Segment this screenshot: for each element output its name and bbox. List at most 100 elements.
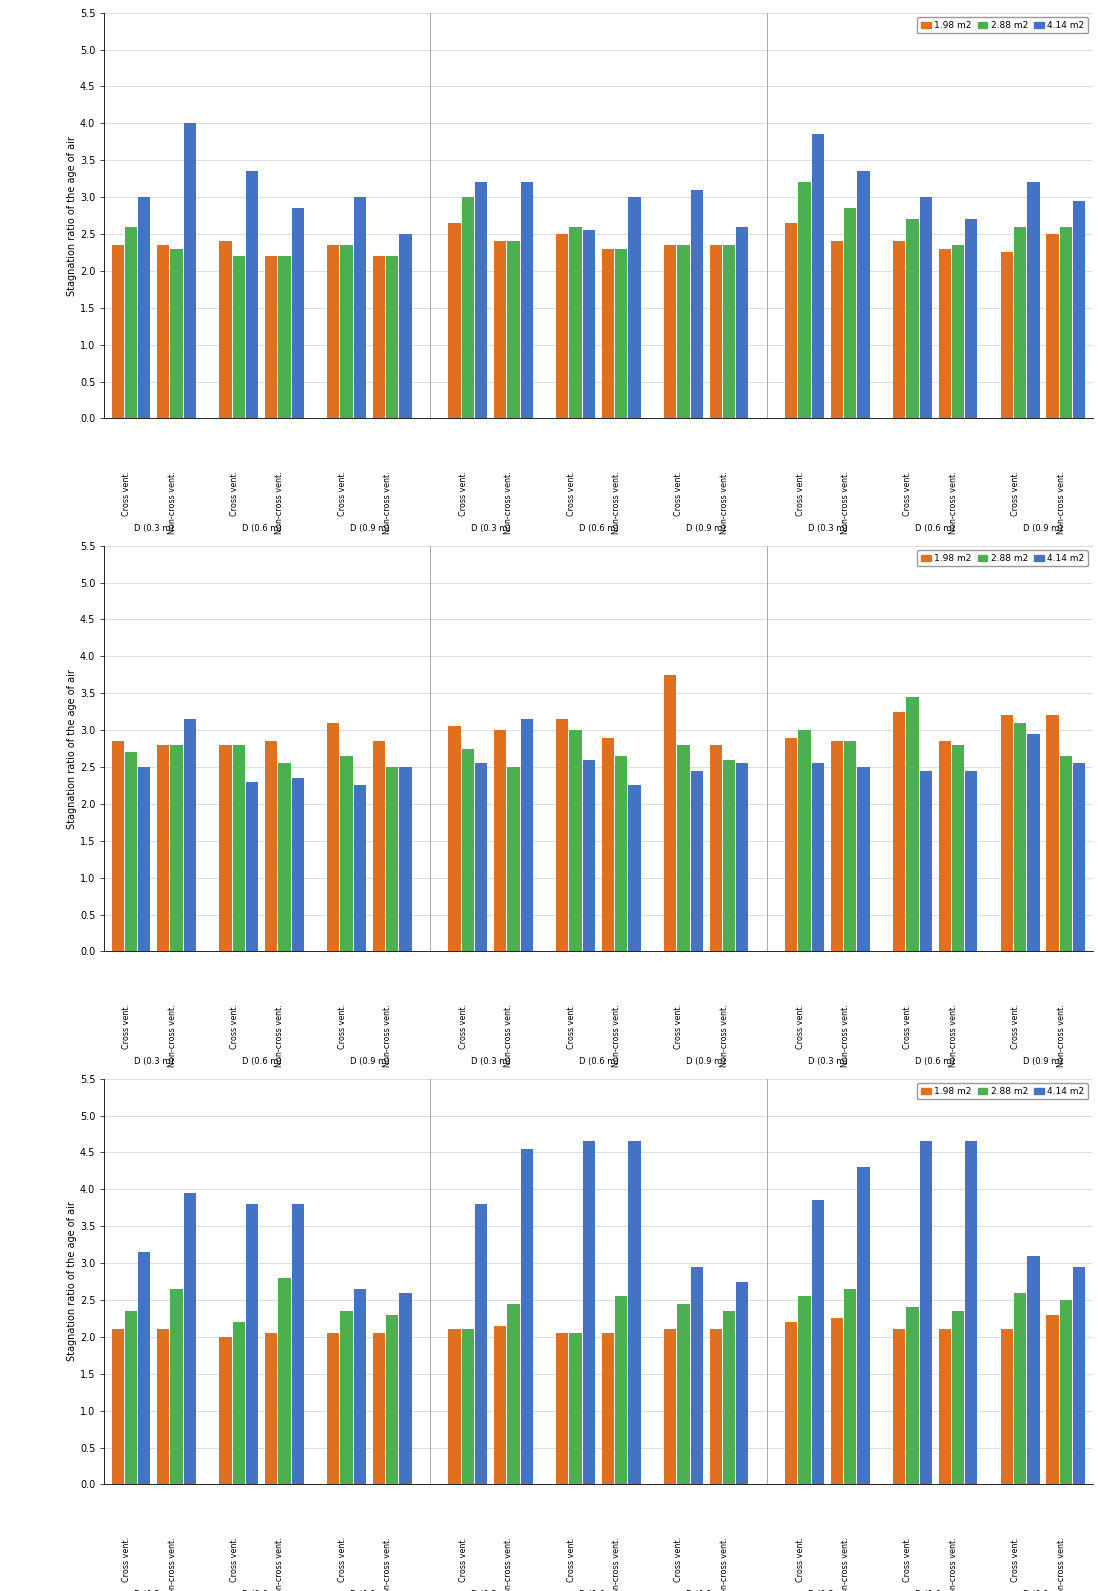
Bar [811,134,825,418]
Bar [1015,1292,1027,1484]
Y-axis label: Stagnation ratio of the age of air: Stagnation ratio of the age of air [67,1201,77,1362]
Bar [1000,716,1013,951]
Text: D (0.6 m): D (0.6 m) [579,523,618,533]
Bar [858,1168,870,1484]
Bar [615,756,627,951]
Text: D (0.3 m): D (0.3 m) [134,1056,173,1066]
Bar [570,1333,582,1484]
Text: D (0.6 m): D (0.6 m) [916,523,955,533]
Text: Non-cross vent.: Non-cross vent. [504,1004,514,1068]
Text: D (0.3 m): D (0.3 m) [471,523,511,533]
Bar [628,786,640,951]
Text: Cross vent.: Cross vent. [674,1537,683,1581]
Text: Cross vent.: Cross vent. [122,1004,131,1048]
Text: Non-cross vent.: Non-cross vent. [276,1004,284,1068]
Bar [372,741,385,951]
Text: Non-cross vent.: Non-cross vent. [613,471,621,535]
Text: Non-cross vent.: Non-cross vent. [720,1537,729,1591]
Bar [233,1322,245,1484]
Text: Non-cross vent.: Non-cross vent. [841,1537,850,1591]
Text: Non-cross vent.: Non-cross vent. [168,471,177,535]
Bar [737,226,749,418]
Bar [557,719,569,951]
Bar [583,231,595,418]
Bar [1046,1314,1058,1484]
Bar [798,1297,810,1484]
Text: D (0.9 m): D (0.9 m) [1023,523,1063,533]
Bar [1073,200,1085,418]
Text: Non-cross vent.: Non-cross vent. [504,1537,514,1591]
Legend: 1.98 m2, 2.88 m2, 4.14 m2: 1.98 m2, 2.88 m2, 4.14 m2 [917,550,1088,566]
Text: Cross vent.: Cross vent. [338,471,347,515]
Bar [138,197,150,418]
Bar [965,1141,977,1484]
Bar [691,189,703,418]
Bar [1028,733,1040,951]
Bar [461,1330,474,1484]
Bar [170,248,182,418]
Bar [691,1266,703,1484]
Bar [1060,226,1072,418]
Bar [831,1319,843,1484]
Bar [112,1330,124,1484]
Bar [170,1289,182,1484]
Bar [246,1204,258,1484]
Bar [220,745,232,951]
Bar [920,197,932,418]
Text: Cross vent.: Cross vent. [122,1537,131,1581]
Bar [278,1278,291,1484]
Bar [858,172,870,418]
Bar [737,764,749,951]
Bar [906,1308,919,1484]
Bar [628,1141,640,1484]
Bar [602,1333,614,1484]
Text: Cross vent.: Cross vent. [229,1537,238,1581]
Bar [737,1282,749,1484]
Bar [664,245,676,418]
Y-axis label: Stagnation ratio of the age of air: Stagnation ratio of the age of air [67,668,77,829]
Text: Cross vent.: Cross vent. [567,1004,575,1048]
Bar [112,741,124,951]
Bar [785,738,797,951]
Bar [722,1311,736,1484]
Text: Cross vent.: Cross vent. [904,1537,912,1581]
Bar [570,226,582,418]
Bar [893,1330,905,1484]
Bar [811,764,825,951]
Bar [340,756,352,951]
Text: 0.3 ACH: 0.3 ACH [242,1091,281,1101]
Text: Non-cross vent.: Non-cross vent. [720,471,729,535]
Bar [400,1292,412,1484]
Bar [798,730,810,951]
Text: 0.5 ACH: 0.5 ACH [579,1091,618,1101]
Bar [183,124,197,418]
Bar [709,745,721,951]
Bar [844,741,856,951]
Bar [939,248,951,418]
Bar [811,1201,825,1484]
Text: D (0.6 m): D (0.6 m) [579,1056,618,1066]
Text: Cross vent.: Cross vent. [567,471,575,515]
Bar [507,1303,519,1484]
Bar [183,719,197,951]
Text: Non-cross vent.: Non-cross vent. [383,1537,392,1591]
Bar [340,245,352,418]
Bar [1028,183,1040,418]
Bar [785,1322,797,1484]
Bar [893,711,905,951]
Text: Cross vent.: Cross vent. [1011,1537,1020,1581]
Text: Non-cross vent.: Non-cross vent. [613,1004,621,1068]
Bar [893,242,905,418]
Bar [278,256,291,418]
Legend: 1.98 m2, 2.88 m2, 4.14 m2: 1.98 m2, 2.88 m2, 4.14 m2 [917,18,1088,33]
Bar [220,242,232,418]
Bar [677,1303,690,1484]
Text: Non-cross vent.: Non-cross vent. [720,1004,729,1068]
Bar [354,197,366,418]
Bar [844,1289,856,1484]
Text: Non-cross vent.: Non-cross vent. [1057,1537,1066,1591]
Text: Non-cross vent.: Non-cross vent. [168,1004,177,1068]
Bar [1015,226,1027,418]
Bar [831,741,843,951]
Text: Non-cross vent.: Non-cross vent. [1057,1004,1066,1068]
